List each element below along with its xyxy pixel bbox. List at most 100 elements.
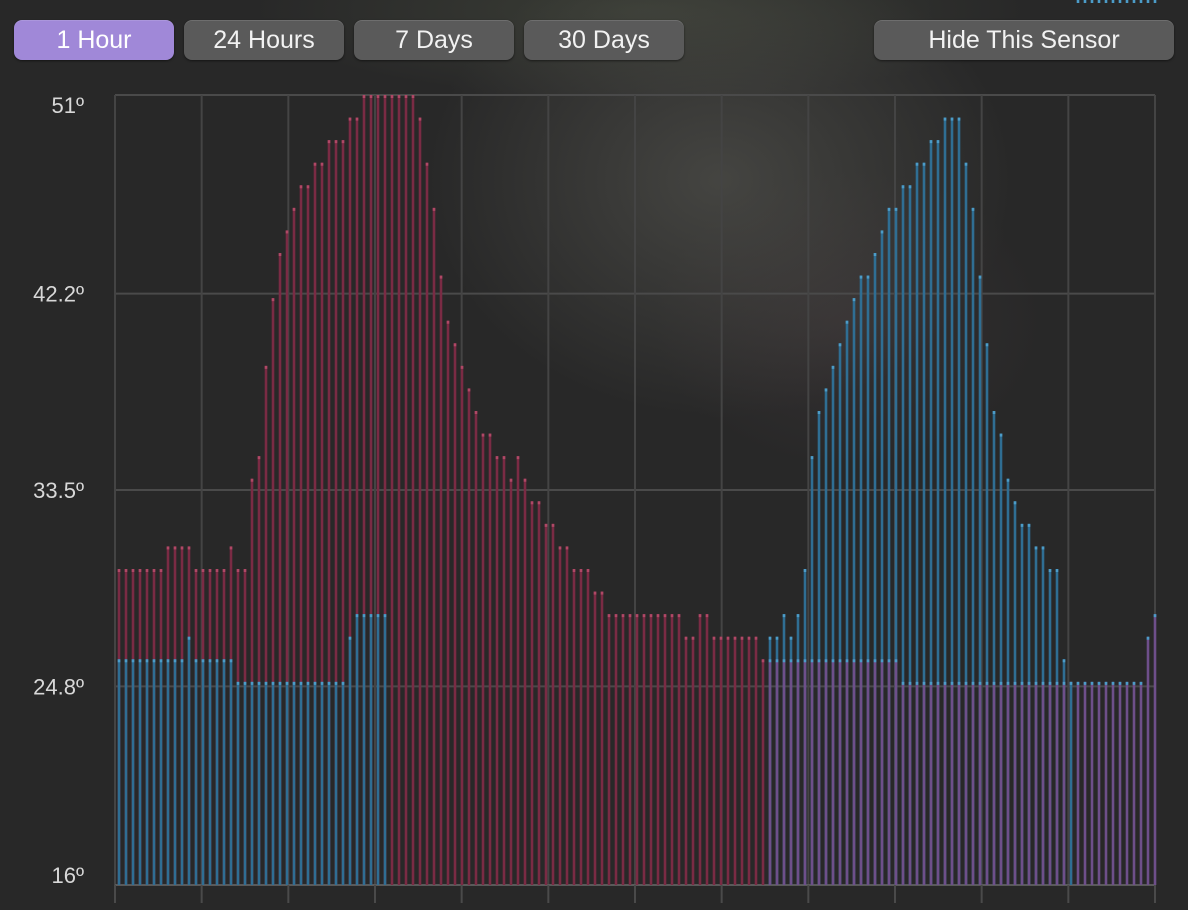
- blue-bar-cap: [362, 614, 366, 618]
- blue-bar-cap: [250, 681, 254, 685]
- red-bar: [698, 614, 702, 885]
- red-bar-cap: [1132, 681, 1136, 685]
- blue-bar-cap: [264, 681, 268, 685]
- blue-bar-cap: [789, 636, 793, 640]
- red-bar-cap: [908, 681, 912, 685]
- red-bar-cap: [1027, 681, 1031, 685]
- red-bar-cap: [705, 614, 709, 618]
- blue-bar: [992, 411, 996, 885]
- red-bar-cap: [404, 95, 408, 98]
- red-bar: [1034, 681, 1038, 885]
- red-bar: [509, 478, 513, 885]
- red-bar: [649, 614, 653, 885]
- red-bar-cap: [467, 388, 471, 392]
- red-bar-cap: [565, 546, 569, 550]
- red-bar: [747, 636, 751, 885]
- red-bar-cap: [432, 207, 436, 211]
- range-30-days-button[interactable]: 30 Days: [524, 20, 684, 60]
- red-bar: [866, 659, 870, 885]
- blue-bar: [250, 681, 254, 885]
- red-bar-cap: [817, 659, 821, 663]
- blue-bar: [299, 681, 303, 885]
- red-bar: [439, 275, 443, 886]
- red-bar-cap: [740, 636, 744, 640]
- blue-bar-cap: [257, 681, 261, 685]
- blue-bar-cap: [1041, 546, 1045, 550]
- blue-bar-cap: [796, 614, 800, 618]
- blue-bar-cap: [908, 185, 912, 189]
- red-bar: [1090, 681, 1094, 885]
- blue-bar: [901, 185, 905, 886]
- red-bar-cap: [775, 659, 779, 663]
- red-bar: [404, 95, 408, 885]
- red-bar-cap: [292, 207, 296, 211]
- red-bar-cap: [712, 636, 716, 640]
- red-bar-cap: [278, 253, 282, 256]
- blue-bar-cap: [1090, 0, 1094, 3]
- red-bar-cap: [803, 659, 807, 663]
- blue-bar-cap: [1020, 523, 1024, 527]
- red-bar: [978, 681, 982, 885]
- range-1-hour-button[interactable]: 1 Hour: [14, 20, 174, 60]
- red-bar-cap: [152, 569, 156, 572]
- red-bar-cap: [460, 365, 464, 369]
- red-bar: [1076, 681, 1080, 885]
- red-bar: [859, 659, 863, 885]
- blue-bar: [355, 614, 359, 885]
- red-bar-cap: [607, 614, 611, 618]
- red-bar: [726, 636, 730, 885]
- blue-bar-cap: [824, 388, 828, 392]
- range-7-days-button[interactable]: 7 Days: [354, 20, 514, 60]
- red-bar-cap: [250, 478, 254, 482]
- red-bar: [614, 614, 618, 885]
- blue-bar: [201, 659, 205, 885]
- red-bar-cap: [831, 659, 835, 663]
- blue-bar: [208, 659, 212, 885]
- red-bar-cap: [341, 140, 345, 144]
- blue-bar: [929, 140, 933, 886]
- red-bar-cap: [145, 569, 149, 572]
- blue-bar: [817, 411, 821, 885]
- red-bar-cap: [453, 343, 457, 347]
- red-bar-cap: [852, 659, 856, 663]
- red-bar: [1125, 681, 1129, 885]
- blue-bar: [341, 681, 345, 885]
- blue-bar-cap: [1146, 0, 1150, 3]
- red-bar: [985, 681, 989, 885]
- range-24-hours-button[interactable]: 24 Hours: [184, 20, 344, 60]
- blue-bar-cap: [117, 659, 121, 663]
- blue-bar-cap: [306, 681, 310, 685]
- red-bar: [607, 614, 611, 885]
- red-bar-cap: [138, 569, 142, 572]
- red-bar: [677, 614, 681, 885]
- red-bar: [264, 365, 268, 885]
- red-bar: [1097, 681, 1101, 885]
- blue-bar-cap: [957, 117, 961, 121]
- blue-bar-cap: [985, 343, 989, 347]
- red-bar-cap: [957, 681, 961, 685]
- blue-bar-cap: [1055, 569, 1059, 572]
- blue-bar-cap: [166, 659, 170, 663]
- red-bar-cap: [663, 614, 667, 618]
- red-bar: [390, 95, 394, 885]
- hide-sensor-button[interactable]: Hide This Sensor: [874, 20, 1174, 60]
- blue-bar-cap: [201, 659, 205, 663]
- red-bar: [1013, 681, 1017, 885]
- red-bar-cap: [537, 501, 541, 505]
- red-bar-cap: [376, 95, 380, 98]
- red-bar: [852, 659, 856, 885]
- red-bar-cap: [425, 162, 429, 166]
- red-bar: [1020, 681, 1024, 885]
- blue-bar-cap: [1139, 0, 1143, 3]
- red-bar: [964, 681, 968, 885]
- blue-bar: [285, 681, 289, 885]
- red-bar: [285, 230, 289, 885]
- blue-bar: [943, 117, 947, 886]
- red-bar-cap: [1146, 636, 1150, 640]
- red-bar: [880, 659, 884, 885]
- red-bar: [950, 681, 954, 885]
- red-bar-cap: [579, 569, 583, 572]
- red-bar-cap: [1118, 681, 1122, 685]
- red-bar: [586, 569, 590, 885]
- red-bar: [775, 659, 779, 885]
